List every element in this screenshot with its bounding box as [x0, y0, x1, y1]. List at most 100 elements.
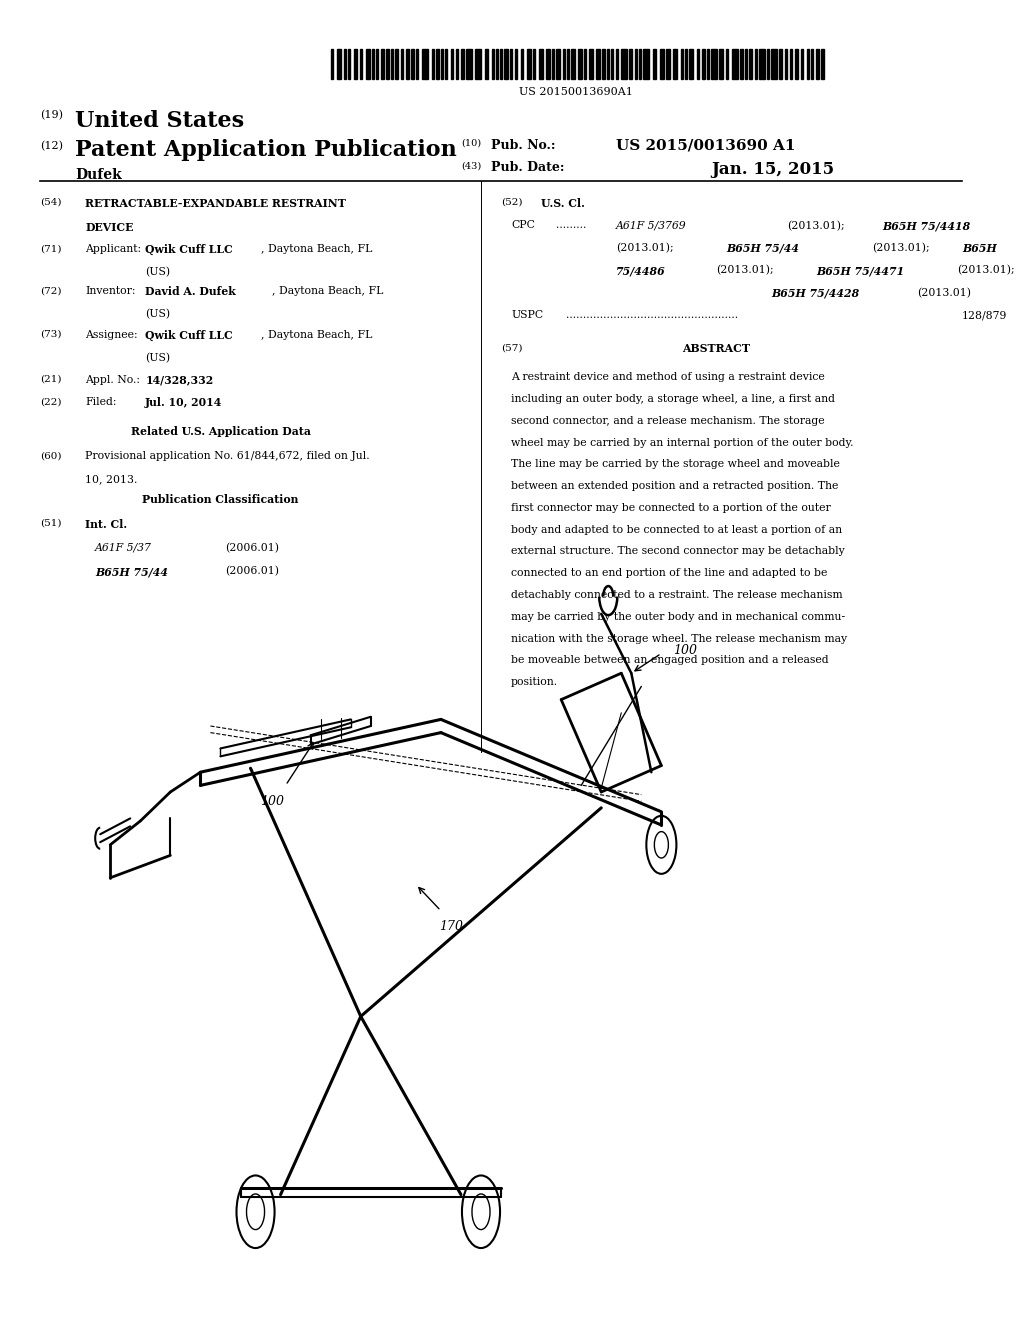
Bar: [366, 49, 370, 79]
Bar: [639, 49, 641, 79]
Bar: [395, 49, 398, 79]
Text: DEVICE: DEVICE: [85, 222, 133, 232]
Text: (US): (US): [145, 309, 170, 319]
Text: B65H 75/4471: B65H 75/4471: [817, 265, 905, 276]
Bar: [816, 49, 819, 79]
Text: Applicant:: Applicant:: [85, 244, 141, 255]
Text: (US): (US): [145, 352, 170, 363]
Text: (2013.01);: (2013.01);: [786, 220, 844, 231]
Text: ...................................................: ........................................…: [566, 310, 738, 321]
Text: Provisional application No. 61/844,672, filed on Jul.: Provisional application No. 61/844,672, …: [85, 451, 370, 462]
Bar: [527, 49, 531, 79]
Bar: [475, 49, 481, 79]
Text: (2006.01): (2006.01): [225, 543, 280, 553]
Text: CPC: CPC: [511, 220, 535, 231]
Text: B65H 75/4428: B65H 75/4428: [772, 288, 860, 298]
Bar: [596, 49, 600, 79]
Bar: [726, 49, 727, 79]
Bar: [616, 49, 618, 79]
Bar: [534, 49, 536, 79]
Text: Assignee:: Assignee:: [85, 330, 138, 341]
Bar: [376, 49, 378, 79]
Text: Int. Cl.: Int. Cl.: [85, 519, 127, 529]
Bar: [602, 49, 605, 79]
Text: body and adapted to be connected to at least a portion of an: body and adapted to be connected to at l…: [511, 525, 842, 535]
Bar: [820, 49, 823, 79]
Bar: [702, 49, 706, 79]
Text: ABSTRACT: ABSTRACT: [682, 343, 751, 354]
Bar: [496, 49, 498, 79]
Text: Pub. No.:: Pub. No.:: [492, 139, 556, 152]
Bar: [391, 49, 393, 79]
Text: , Daytona Beach, FL: , Daytona Beach, FL: [260, 244, 372, 255]
Text: RETRACTABLE-EXPANDABLE RESTRAINT: RETRACTABLE-EXPANDABLE RESTRAINT: [85, 198, 346, 209]
Text: (2013.01): (2013.01): [916, 288, 971, 298]
Text: Inventor:: Inventor:: [85, 286, 135, 297]
Text: A61F 5/37: A61F 5/37: [95, 543, 153, 553]
Text: second connector, and a release mechanism. The storage: second connector, and a release mechanis…: [511, 416, 824, 426]
Text: first connector may be connected to a portion of the outer: first connector may be connected to a po…: [511, 503, 830, 513]
Text: Qwik Cuff LLC: Qwik Cuff LLC: [145, 244, 233, 255]
Bar: [539, 49, 543, 79]
Text: (60): (60): [40, 451, 61, 461]
Text: .........: .........: [556, 220, 587, 231]
Bar: [510, 49, 512, 79]
Text: USPC: USPC: [511, 310, 543, 321]
Bar: [635, 49, 637, 79]
Text: B65H: B65H: [962, 243, 996, 253]
Text: between an extended position and a retracted position. The: between an extended position and a retra…: [511, 482, 839, 491]
Bar: [744, 49, 746, 79]
Text: (19): (19): [40, 110, 63, 120]
Text: Pub. Date:: Pub. Date:: [492, 161, 564, 174]
Bar: [552, 49, 554, 79]
Bar: [466, 49, 472, 79]
Text: 100: 100: [260, 795, 285, 808]
Text: 170: 170: [439, 920, 463, 933]
Bar: [451, 49, 453, 79]
Bar: [667, 49, 671, 79]
Text: wheel may be carried by an internal portion of the outer body.: wheel may be carried by an internal port…: [511, 438, 854, 447]
Bar: [708, 49, 710, 79]
Bar: [681, 49, 683, 79]
Text: Publication Classification: Publication Classification: [142, 494, 299, 504]
Bar: [811, 49, 813, 79]
Bar: [771, 49, 776, 79]
Bar: [485, 49, 488, 79]
Bar: [790, 49, 792, 79]
Text: US 2015/0013690 A1: US 2015/0013690 A1: [616, 139, 796, 153]
Bar: [674, 49, 678, 79]
Bar: [567, 49, 569, 79]
Bar: [337, 49, 341, 79]
Bar: [767, 49, 769, 79]
Text: Patent Application Publication: Patent Application Publication: [75, 139, 457, 161]
Text: United States: United States: [75, 110, 245, 132]
Text: (71): (71): [40, 244, 61, 253]
Text: (12): (12): [40, 141, 63, 152]
Bar: [563, 49, 565, 79]
Text: 10, 2013.: 10, 2013.: [85, 474, 137, 484]
Text: David A. Dufek: David A. Dufek: [145, 286, 237, 297]
Bar: [386, 49, 389, 79]
Text: Appl. No.:: Appl. No.:: [85, 375, 140, 385]
Text: (57): (57): [501, 343, 522, 352]
Text: (54): (54): [40, 198, 61, 207]
Text: (US): (US): [145, 267, 170, 277]
Bar: [441, 49, 443, 79]
Bar: [436, 49, 439, 79]
Bar: [353, 49, 356, 79]
Text: (2013.01);: (2013.01);: [717, 265, 774, 276]
Bar: [660, 49, 665, 79]
Text: be moveable between an engaged position and a released: be moveable between an engaged position …: [511, 656, 828, 665]
Bar: [784, 49, 786, 79]
Text: A restraint device and method of using a restraint device: A restraint device and method of using a…: [511, 372, 824, 383]
Bar: [515, 49, 517, 79]
Text: , Daytona Beach, FL: , Daytona Beach, FL: [271, 286, 383, 297]
Bar: [739, 49, 742, 79]
Text: may be carried by the outer body and in mechanical commu-: may be carried by the outer body and in …: [511, 612, 845, 622]
Bar: [344, 49, 346, 79]
Text: Jul. 10, 2014: Jul. 10, 2014: [145, 397, 222, 408]
Bar: [331, 49, 333, 79]
Bar: [755, 49, 757, 79]
Bar: [720, 49, 723, 79]
Bar: [500, 49, 502, 79]
